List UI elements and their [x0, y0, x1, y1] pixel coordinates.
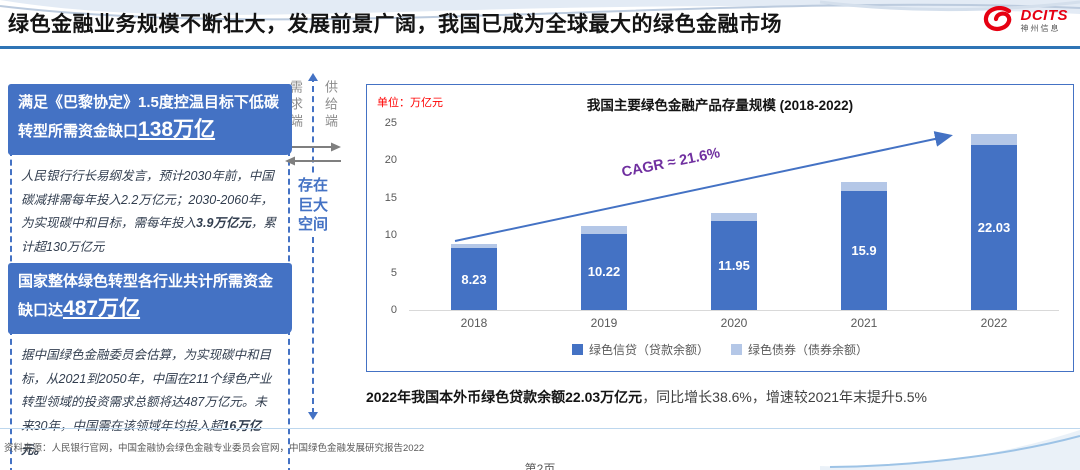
y-tick-label: 0	[390, 304, 397, 316]
chart-note: 2022年我国本外币绿色贷款余额22.03万亿元，同比增长38.6%，增速较20…	[366, 387, 927, 407]
legend-swatch	[731, 344, 742, 355]
dcits-swirl-icon	[983, 6, 1011, 31]
legend-item: 绿色信贷（贷款余额）	[571, 341, 709, 358]
x-tick-label: 2018	[460, 316, 488, 330]
chart-note-bold: 2022年我国本外币绿色贷款余额22.03万亿元	[366, 389, 643, 405]
y-tick-label: 15	[384, 191, 397, 204]
chart-title: 我国主要绿色金融产品存量规模 (2018-2022)	[586, 98, 854, 113]
bar-value-label: 10.22	[587, 264, 621, 280]
green-bond-segment	[971, 134, 1017, 146]
footer-rule	[0, 428, 1080, 429]
x-tick-label: 2019	[590, 316, 618, 330]
green-bond-segment	[711, 213, 757, 221]
y-tick-label: 10	[384, 229, 397, 242]
funding-gap-card-national: 国家整体绿色转型各行业共计所需资金缺口达487万亿 据中国绿色金融委员会估算，为…	[8, 263, 292, 470]
bar-column: 15.9	[841, 182, 887, 310]
bar-column: 22.03	[971, 134, 1017, 310]
logo-brand-text: DCITS	[1020, 6, 1068, 24]
x-tick-label: 2020	[720, 316, 748, 330]
y-tick-label: 20	[384, 154, 397, 167]
header: 绿色金融业务规模不断壮大，发展前景广阔，我国已成为全球最大的绿色金融市场 DCI…	[0, 0, 1080, 46]
x-tick-label: 2022	[980, 316, 1008, 330]
dcits-logo: DCITS 神州信息	[982, 6, 1069, 34]
legend-swatch	[571, 344, 583, 355]
card-body-bold: 3.9万亿元	[196, 216, 251, 231]
green-bond-segment	[841, 182, 887, 192]
bar-value-label: 11.95	[718, 257, 750, 273]
card-body-bold: 16万亿元。	[21, 419, 262, 457]
plot-area: 8.23 10.22 11.95 15.9 22.03 CAGR ≈ 21.6%	[409, 123, 1059, 311]
page-title: 绿色金融业务规模不断壮大，发展前景广阔，我国已成为全球最大的绿色金融市场	[8, 13, 782, 36]
page-number: 第2页	[524, 462, 556, 470]
x-axis: 2018 2019 2020 2021 2022	[409, 316, 1059, 330]
header-rule	[0, 46, 1080, 49]
bar-column: 11.95	[711, 213, 757, 310]
bar-value-label: 8.23	[461, 271, 487, 287]
demand-supply-divider-line	[312, 76, 314, 414]
legend-label: 绿色信贷（贷款余额）	[588, 343, 709, 357]
source-note: 资料来源：人民银行官网，中国金融协会绿色金融专业委员会官网，中国绿色金融发展研究…	[4, 443, 425, 454]
green-credit-segment: 11.95	[711, 220, 757, 310]
card-title-highlight: 138万亿	[138, 118, 216, 142]
arrow-down-icon	[308, 412, 318, 425]
green-credit-segment: 22.03	[971, 145, 1017, 310]
y-axis: 0 5 10 15 20 25	[367, 117, 403, 316]
green-credit-segment: 15.9	[841, 191, 887, 310]
y-tick-label: 5	[390, 266, 397, 279]
logo-company-text: 神州信息	[1020, 23, 1061, 33]
legend-label: 绿色债券（债券余额）	[748, 343, 869, 357]
bars: 8.23 10.22 11.95 15.9 22.03	[409, 123, 1059, 310]
green-bond-segment	[451, 243, 497, 249]
card-body-text: 据中国绿色金融委员会估算，为实现碳中和目标，从2021到2050年，中国在211…	[21, 347, 272, 434]
funding-gap-card-paris: 满足《巴黎协定》1.5度控温目标下低碳转型所需资金缺口138万亿 人民银行行长易…	[8, 84, 292, 271]
exchange-arrows-icon	[285, 142, 341, 166]
bar-value-label: 15.9	[851, 243, 877, 259]
chart-legend: 绿色信贷（贷款余额） 绿色债券（债券余额）	[367, 341, 1073, 358]
card-body-text: 人民银行行长易纲发言，预计2030年前，中国碳减排需每年投入2.2万亿元；203…	[21, 168, 274, 231]
card-title-highlight: 487万亿	[63, 297, 141, 321]
bar-value-label: 22.03	[977, 220, 1011, 236]
bar-column: 10.22	[581, 226, 627, 310]
corner-swoosh-decoration	[820, 430, 1080, 470]
card-body: 人民银行行长易纲发言，预计2030年前，中国碳减排需每年投入2.2万亿元；203…	[10, 149, 290, 271]
chart-unit-label: 单位：万亿元	[377, 97, 443, 109]
green-bond-segment	[581, 226, 627, 234]
card-body-tail: ，累计超130万亿元	[21, 216, 276, 255]
legend-item: 绿色债券（债券余额）	[731, 341, 868, 358]
chart-note-rest: ，同比增长38.6%，增速较2021年末提升5.5%	[642, 389, 927, 405]
green-credit-segment: 10.22	[581, 233, 627, 310]
card-body: 据中国绿色金融委员会估算，为实现碳中和目标，从2021到2050年，中国在211…	[10, 328, 290, 470]
card-title-text: 国家整体绿色转型各行业共计所需资金缺口达	[18, 273, 274, 320]
header-swoosh-decoration	[0, 0, 1080, 21]
bar-column: 8.23	[451, 243, 497, 310]
card-title-text: 满足《巴黎协定》1.5度控温目标下低碳转型所需资金缺口	[18, 94, 279, 141]
x-tick-label: 2021	[850, 316, 878, 330]
green-credit-segment: 8.23	[451, 248, 497, 310]
chart-panel: 单位：万亿元 我国主要绿色金融产品存量规模 (2018-2022) 0 5 10 15…	[366, 84, 1074, 372]
huge-gap-label: 存在巨大空间	[295, 176, 331, 235]
y-tick-label: 25	[384, 117, 397, 129]
card-title: 满足《巴黎协定》1.5度控温目标下低碳转型所需资金缺口138万亿	[8, 84, 292, 155]
card-title: 国家整体绿色转型各行业共计所需资金缺口达487万亿	[8, 263, 292, 334]
supply-side-label: 供给端	[323, 80, 338, 131]
